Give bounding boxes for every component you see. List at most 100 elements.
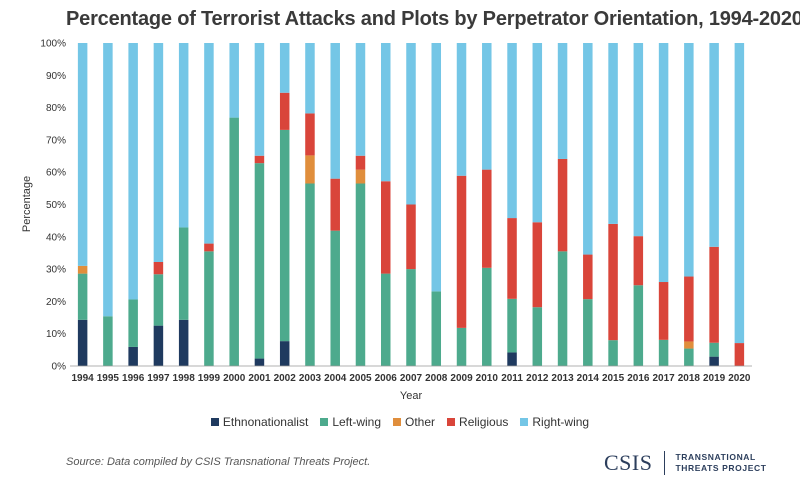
csis-logo: CSIS TRANSNATIONAL THREATS PROJECT [604, 450, 767, 476]
bar-segment-right-wing-2015 [608, 43, 618, 224]
bar-segment-religious-2018 [684, 276, 694, 342]
logo-line-1: TRANSNATIONAL [675, 452, 756, 462]
bar-segment-right-wing-2003 [305, 43, 315, 114]
x-tick-label: 2014 [577, 373, 600, 384]
bar-segment-left-wing-2004 [330, 230, 340, 366]
bar-segment-ethnonationalist-2002 [279, 341, 290, 366]
x-tick-label: 2008 [425, 373, 448, 384]
legend: Ethnonationalist Left-wing Other Religious R… [0, 415, 800, 429]
bar-segment-left-wing-2009 [456, 327, 467, 366]
x-tick-label: 2002 [274, 373, 297, 384]
bar-segment-right-wing-2006 [380, 43, 391, 182]
bar-segment-left-wing-2005 [355, 183, 366, 366]
x-tick-label: 2010 [476, 373, 499, 384]
bar-segment-left-wing-1996 [128, 299, 138, 347]
bar-segment-left-wing-2016 [633, 285, 644, 366]
bar-segment-right-wing-1996 [128, 43, 138, 300]
logo-line-2: THREATS PROJECT [675, 463, 767, 473]
bar-segment-religious-2015 [608, 223, 618, 341]
bar-segment-right-wing-2011 [507, 43, 517, 219]
bar-segment-religious-1999 [204, 243, 214, 252]
bar-segment-left-wing-2011 [507, 298, 517, 353]
bar-segment-right-wing-1994 [77, 43, 88, 266]
bar-segment-ethnonationalist-1994 [77, 319, 88, 366]
y-tick-label: 80% [46, 103, 66, 114]
bar-segment-ethnonationalist-1996 [128, 346, 138, 366]
bar-segment-right-wing-1995 [103, 43, 113, 317]
bar-segment-other-2018 [684, 341, 694, 349]
bar-segment-right-wing-1997 [153, 43, 164, 262]
y-tick-label: 20% [46, 297, 66, 308]
bar-segment-right-wing-1999 [204, 43, 214, 244]
bar-segment-left-wing-2000 [229, 117, 239, 366]
bar-segment-left-wing-2001 [254, 163, 265, 359]
legend-swatch [447, 417, 456, 426]
y-tick-label: 10% [46, 329, 66, 340]
x-tick-label: 1997 [147, 373, 170, 384]
bar-segment-religious-2016 [633, 236, 644, 286]
source-note: Source: Data compiled by CSIS Transnatio… [66, 456, 371, 468]
x-tick-label: 1999 [198, 373, 221, 384]
y-tick-label: 60% [46, 168, 66, 179]
bar-segment-religious-2009 [456, 175, 467, 328]
bar-segment-other-2003 [305, 155, 315, 184]
bar-segment-religious-2017 [658, 282, 669, 340]
bar-segment-left-wing-2018 [684, 348, 694, 366]
bar-segment-left-wing-1997 [153, 274, 164, 326]
bar-segment-left-wing-1995 [103, 316, 113, 366]
legend-swatch [320, 417, 329, 426]
legend-swatch [520, 417, 529, 426]
logo-divider [664, 451, 666, 475]
bar-segment-religious-1997 [153, 261, 164, 275]
x-tick-label: 2019 [703, 373, 726, 384]
legend-item: Religious [447, 415, 508, 429]
bar-segment-right-wing-2005 [355, 43, 366, 156]
bar-segment-right-wing-2001 [254, 43, 265, 156]
legend-swatch [210, 417, 219, 426]
y-axis: 0% 10% 20% 30% 40% 50% 60% 70% 80% 90% 100% [40, 39, 66, 373]
legend-swatch [393, 417, 402, 426]
bar-segment-right-wing-2007 [406, 43, 416, 205]
bar-segment-right-wing-2008 [431, 43, 442, 292]
bar-segment-right-wing-2013 [557, 43, 568, 159]
x-axis-title: Year [400, 390, 423, 402]
bar-segment-left-wing-2002 [279, 129, 290, 342]
chart-title: Percentage of Terrorist Attacks and Plot… [66, 8, 800, 30]
legend-label: Left-wing [332, 415, 382, 429]
bar-segment-religious-2011 [507, 218, 517, 299]
y-tick-label: 40% [46, 232, 66, 243]
bar-segment-left-wing-2003 [305, 183, 315, 366]
bar-segment-left-wing-2017 [658, 339, 669, 366]
legend-item: Other [393, 415, 435, 429]
x-tick-label: 2000 [223, 373, 246, 384]
x-tick-label: 2011 [501, 373, 523, 384]
bar-segment-left-wing-2015 [608, 340, 618, 366]
bar-segment-right-wing-2016 [633, 43, 644, 237]
bar-segment-right-wing-2018 [684, 43, 694, 277]
bar-segment-right-wing-2000 [229, 43, 239, 118]
bar-segment-right-wing-2014 [583, 43, 593, 255]
bar-segment-religious-2004 [330, 178, 340, 231]
bar-segment-right-wing-2002 [279, 43, 290, 93]
x-tick-label: 2018 [678, 373, 701, 384]
bar-segment-religious-2013 [557, 158, 568, 252]
bar-segment-right-wing-2009 [456, 43, 467, 176]
bar-segment-religious-2002 [279, 92, 290, 130]
legend-label: Religious [459, 415, 509, 429]
x-tick-label: 2007 [400, 373, 423, 384]
x-tick-label: 2020 [728, 373, 751, 384]
bar-segment-religious-2006 [380, 181, 391, 274]
bar-segment-right-wing-2020 [734, 43, 745, 344]
logo-mark: CSIS [604, 450, 653, 475]
x-tick-label: 1994 [72, 373, 95, 384]
bar-segment-religious-2014 [583, 254, 593, 300]
bar-segment-left-wing-1994 [77, 273, 88, 320]
x-tick-label: 2005 [349, 373, 372, 384]
bar-segment-right-wing-2017 [658, 43, 669, 283]
x-tick-label: 2012 [526, 373, 549, 384]
y-tick-label: 30% [46, 265, 66, 276]
bar-segment-religious-2010 [482, 169, 492, 268]
x-axis: 1994 1995 1996 1997 1998 1999 2000 2001 2002 2003… [72, 373, 751, 384]
x-tick-label: 2017 [652, 373, 675, 384]
bar-segment-left-wing-2012 [532, 307, 543, 366]
